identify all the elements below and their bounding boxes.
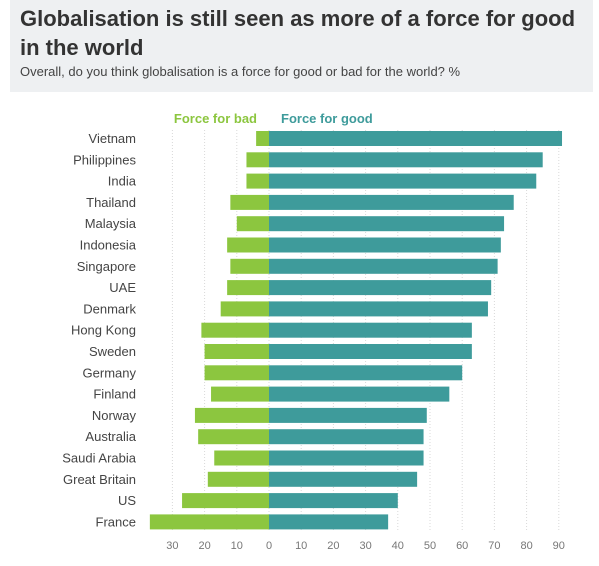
category-label: Hong Kong <box>71 323 136 338</box>
x-tick-label: 70 <box>488 540 500 552</box>
bar-force-for-good <box>269 407 427 423</box>
x-tick-label: 40 <box>392 540 404 552</box>
bar-force-for-bad <box>198 429 269 445</box>
bar-force-for-bad <box>227 237 269 253</box>
bar-force-for-good <box>269 152 543 168</box>
bar-force-for-bad <box>204 344 269 359</box>
category-label: Malaysia <box>85 216 137 231</box>
x-tick-label: 90 <box>553 540 565 552</box>
x-tick-label: 10 <box>295 540 307 552</box>
bar-force-for-bad <box>256 131 269 146</box>
bar-force-for-bad <box>214 450 269 466</box>
bar-force-for-good <box>269 258 498 274</box>
x-tick-label: 30 <box>359 540 371 552</box>
x-tick-label: 80 <box>520 540 532 552</box>
category-label: Philippines <box>73 152 136 167</box>
x-tick-label: 10 <box>231 540 243 552</box>
bar-force-for-good <box>269 131 563 146</box>
category-label: Saudi Arabia <box>62 451 136 466</box>
bar-force-for-bad <box>207 471 269 487</box>
bar-force-for-good <box>269 216 505 232</box>
category-label: Germany <box>83 365 137 380</box>
bar-force-for-bad <box>149 514 269 530</box>
bar-force-for-good <box>269 194 514 210</box>
bar-force-for-good <box>269 237 501 253</box>
bar-force-for-good <box>269 471 418 487</box>
bar-force-for-bad <box>246 152 269 168</box>
bar-force-for-good <box>269 429 424 445</box>
bar-force-for-bad <box>204 365 269 381</box>
category-label: France <box>96 514 136 529</box>
bar-force-for-bad <box>230 258 269 274</box>
bar-force-for-bad <box>182 493 269 509</box>
bar-force-for-bad <box>220 301 269 317</box>
category-label: US <box>118 493 136 508</box>
category-label: India <box>108 174 137 189</box>
bar-force-for-bad <box>230 194 269 210</box>
bar-force-for-good <box>269 322 472 338</box>
category-label: Indonesia <box>80 238 137 253</box>
bar-force-for-good <box>269 301 488 317</box>
x-tick-label: 0 <box>266 540 272 552</box>
bar-force-for-good <box>269 365 463 381</box>
bar-force-for-bad <box>194 407 269 423</box>
bar-force-for-bad <box>227 280 269 296</box>
category-label: Norway <box>92 408 137 423</box>
x-tick-label: 50 <box>424 540 436 552</box>
bar-force-for-good <box>269 173 537 189</box>
bar-force-for-good <box>269 493 398 509</box>
legend-force-for-good: Force for good <box>281 111 373 126</box>
bar-force-for-good <box>269 514 389 530</box>
bar-force-for-good <box>269 386 450 402</box>
category-label: Finland <box>93 387 136 402</box>
legend-force-for-bad: Force for bad <box>174 111 257 126</box>
category-label: Australia <box>85 429 136 444</box>
category-label: UAE <box>109 280 136 295</box>
category-label: Great Britain <box>63 472 136 487</box>
category-label: Thailand <box>86 195 136 210</box>
chart-header: Globalisation is still seen as more of a… <box>10 0 593 92</box>
x-tick-label: 20 <box>198 540 210 552</box>
x-tick-label: 20 <box>327 540 339 552</box>
bar-force-for-good <box>269 344 472 359</box>
x-tick-label: 60 <box>456 540 468 552</box>
bar-force-for-bad <box>211 386 269 402</box>
bar-force-for-bad <box>246 173 269 189</box>
chart-subtitle: Overall, do you think globalisation is a… <box>20 64 461 79</box>
category-label: Vietnam <box>89 131 136 146</box>
bar-force-for-bad <box>236 216 269 232</box>
category-label: Singapore <box>77 259 136 274</box>
bar-force-for-bad <box>201 322 269 338</box>
bar-force-for-good <box>269 280 492 296</box>
x-tick-label: 30 <box>166 540 178 552</box>
category-label: Denmark <box>83 301 136 316</box>
category-label: Sweden <box>89 344 136 359</box>
bar-force-for-good <box>269 450 424 466</box>
chart-title: Globalisation is still seen as more of a… <box>20 6 576 60</box>
